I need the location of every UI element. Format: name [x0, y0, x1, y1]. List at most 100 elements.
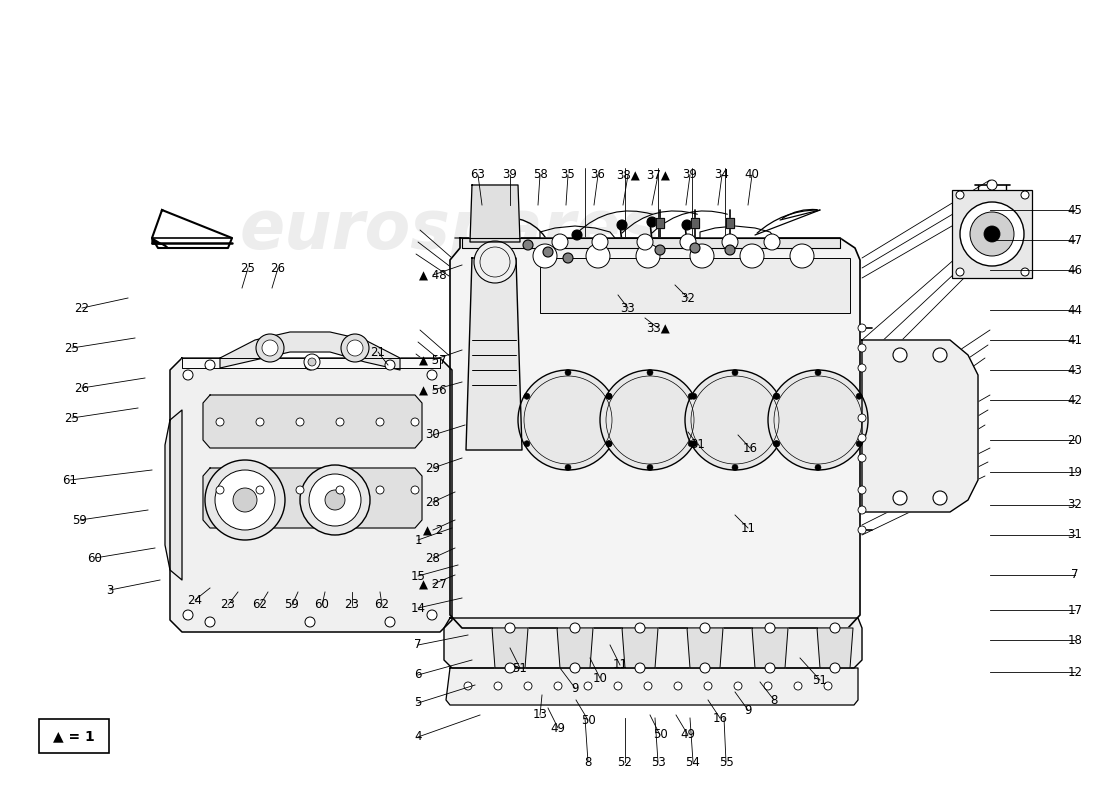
Circle shape	[704, 682, 712, 690]
Circle shape	[494, 682, 502, 690]
Text: 32: 32	[1068, 498, 1082, 511]
Circle shape	[654, 245, 666, 255]
Text: 24: 24	[187, 594, 202, 606]
Circle shape	[722, 234, 738, 250]
Circle shape	[858, 414, 866, 422]
Circle shape	[830, 623, 840, 633]
Circle shape	[685, 370, 785, 470]
Polygon shape	[182, 358, 440, 368]
Text: 1: 1	[415, 534, 421, 546]
Text: 6: 6	[415, 669, 421, 682]
Text: 39: 39	[683, 169, 697, 182]
Circle shape	[554, 682, 562, 690]
Polygon shape	[152, 238, 168, 248]
Text: eurospares: eurospares	[240, 197, 661, 263]
Circle shape	[674, 682, 682, 690]
Text: 50: 50	[581, 714, 595, 726]
Text: 37▲: 37▲	[646, 169, 670, 182]
FancyBboxPatch shape	[39, 719, 109, 753]
Polygon shape	[204, 468, 422, 528]
Text: 38▲: 38▲	[616, 169, 640, 182]
Circle shape	[725, 245, 735, 255]
Circle shape	[534, 244, 557, 268]
Circle shape	[565, 370, 571, 375]
Circle shape	[214, 470, 275, 530]
Polygon shape	[557, 628, 593, 668]
Polygon shape	[817, 628, 852, 668]
Polygon shape	[152, 210, 232, 248]
Circle shape	[518, 370, 618, 470]
Circle shape	[773, 441, 779, 446]
Text: 5: 5	[415, 697, 421, 710]
Text: 3: 3	[107, 583, 113, 597]
Text: 13: 13	[532, 709, 548, 722]
Circle shape	[256, 486, 264, 494]
Text: 11: 11	[613, 658, 627, 671]
Text: 25: 25	[241, 262, 255, 274]
Text: 39: 39	[503, 169, 517, 182]
Bar	[540, 258, 850, 313]
Text: 10: 10	[593, 671, 607, 685]
Circle shape	[304, 354, 320, 370]
Text: 29: 29	[426, 462, 440, 474]
Circle shape	[774, 394, 780, 399]
Text: 9: 9	[745, 703, 751, 717]
Text: 51: 51	[513, 662, 527, 674]
Circle shape	[647, 217, 657, 227]
Circle shape	[552, 234, 568, 250]
Circle shape	[565, 465, 571, 470]
Circle shape	[296, 486, 304, 494]
Circle shape	[700, 623, 710, 633]
Circle shape	[970, 212, 1014, 256]
Text: 52: 52	[617, 755, 632, 769]
Circle shape	[956, 268, 964, 276]
Circle shape	[262, 340, 278, 356]
Circle shape	[644, 682, 652, 690]
Polygon shape	[446, 668, 858, 705]
Circle shape	[296, 418, 304, 426]
Circle shape	[858, 434, 866, 442]
Circle shape	[543, 247, 553, 257]
Circle shape	[858, 324, 866, 332]
Circle shape	[1021, 268, 1028, 276]
Circle shape	[614, 682, 622, 690]
Circle shape	[691, 441, 697, 446]
Text: 31: 31	[691, 438, 705, 451]
Circle shape	[764, 682, 772, 690]
Text: 47: 47	[1067, 234, 1082, 246]
Circle shape	[427, 370, 437, 380]
Circle shape	[732, 370, 738, 375]
Circle shape	[794, 682, 802, 690]
Text: 23: 23	[221, 598, 235, 611]
Circle shape	[376, 486, 384, 494]
Circle shape	[700, 663, 710, 673]
Text: 45: 45	[1068, 203, 1082, 217]
Text: 54: 54	[685, 755, 701, 769]
Circle shape	[691, 394, 697, 399]
Text: ▲ 56: ▲ 56	[419, 383, 447, 397]
Text: ▲ 57: ▲ 57	[419, 354, 447, 366]
Text: 59: 59	[285, 598, 299, 611]
Text: 17: 17	[1067, 603, 1082, 617]
Text: 8: 8	[770, 694, 778, 706]
Text: 60: 60	[88, 551, 102, 565]
Text: 21: 21	[371, 346, 385, 358]
Text: 42: 42	[1067, 394, 1082, 406]
Polygon shape	[462, 238, 840, 248]
Circle shape	[464, 682, 472, 690]
Text: 34: 34	[715, 169, 729, 182]
Text: 40: 40	[745, 169, 759, 182]
Circle shape	[635, 623, 645, 633]
Text: eurospares: eurospares	[490, 357, 911, 423]
Circle shape	[505, 663, 515, 673]
Polygon shape	[470, 185, 520, 242]
Polygon shape	[165, 410, 182, 580]
Circle shape	[773, 394, 779, 399]
Text: ▲ 27: ▲ 27	[419, 578, 447, 590]
Circle shape	[987, 180, 997, 190]
Circle shape	[606, 394, 612, 399]
Circle shape	[824, 682, 832, 690]
Circle shape	[233, 488, 257, 512]
Text: 11: 11	[740, 522, 756, 534]
Circle shape	[570, 663, 580, 673]
